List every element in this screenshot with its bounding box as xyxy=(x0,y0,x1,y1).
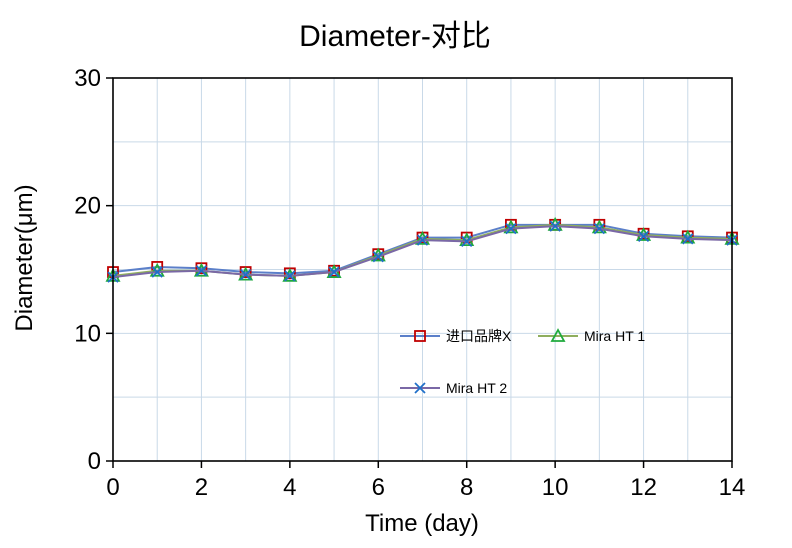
x-tick-label: 14 xyxy=(719,474,746,501)
x-marker-stroke xyxy=(593,223,605,235)
ticks: 0 2 4 6 8 10 12 14 0 10 20 30 xyxy=(74,65,745,501)
x-tick-label: 8 xyxy=(460,474,473,501)
x-marker-stroke xyxy=(151,266,163,278)
y-tick-label: 0 xyxy=(88,448,101,475)
x-marker-stroke xyxy=(505,223,517,235)
legend-item: Mira HT 1 xyxy=(538,328,645,344)
data-point xyxy=(195,265,208,277)
x-marker-stroke xyxy=(284,270,296,282)
legend-marker xyxy=(414,330,426,342)
x-marker-stroke xyxy=(416,234,429,246)
x-marker-stroke xyxy=(637,230,650,242)
data-point xyxy=(151,266,163,278)
x-marker-stroke xyxy=(195,265,208,277)
plot-frame xyxy=(112,77,733,462)
y-tick-label: 30 xyxy=(74,65,101,92)
grid xyxy=(113,78,732,461)
data-point xyxy=(416,234,429,246)
x-axis-label: Time (day) xyxy=(365,510,479,537)
x-marker-stroke xyxy=(682,233,694,245)
chart-title: Diameter-对比 xyxy=(299,20,491,53)
series-3 xyxy=(107,220,738,283)
x-marker-stroke xyxy=(549,220,561,232)
data-point xyxy=(461,235,473,248)
y-tick-label: 10 xyxy=(74,320,101,347)
data-point xyxy=(637,230,650,242)
x-tick-label: 4 xyxy=(283,474,296,501)
data-point xyxy=(240,268,252,281)
data-point xyxy=(549,220,561,232)
data-point xyxy=(284,270,296,282)
data-point xyxy=(593,223,605,235)
data-point xyxy=(372,251,384,263)
x-marker-stroke xyxy=(240,268,252,281)
data-point xyxy=(682,233,694,245)
legend: 进口品牌X Mira HT 1 Mira HT 2 xyxy=(400,328,645,396)
y-axis-label: Diameter(μm) xyxy=(11,184,38,331)
x-marker-stroke xyxy=(328,266,340,278)
plot-border xyxy=(112,77,733,462)
legend-item: 进口品牌X xyxy=(400,328,512,344)
x-tick-label: 0 xyxy=(106,474,119,501)
legend-marker xyxy=(550,328,566,342)
series-line xyxy=(112,223,733,275)
x-tick-label: 12 xyxy=(630,474,657,501)
legend-item: Mira HT 2 xyxy=(400,380,507,396)
legend-label: 进口品牌X xyxy=(446,328,512,344)
x-marker-stroke xyxy=(372,251,384,263)
x-tick-label: 10 xyxy=(542,474,569,501)
x-marker-stroke xyxy=(461,235,473,248)
data-point xyxy=(505,223,517,235)
data-point xyxy=(328,266,340,278)
x-tick-label: 2 xyxy=(195,474,208,501)
x-tick-label: 6 xyxy=(372,474,385,501)
legend-label: Mira HT 2 xyxy=(446,380,507,396)
x-marker-stroke xyxy=(414,382,426,394)
legend-marker xyxy=(414,382,426,394)
legend-label: Mira HT 1 xyxy=(584,328,645,344)
y-tick-label: 20 xyxy=(74,193,101,220)
